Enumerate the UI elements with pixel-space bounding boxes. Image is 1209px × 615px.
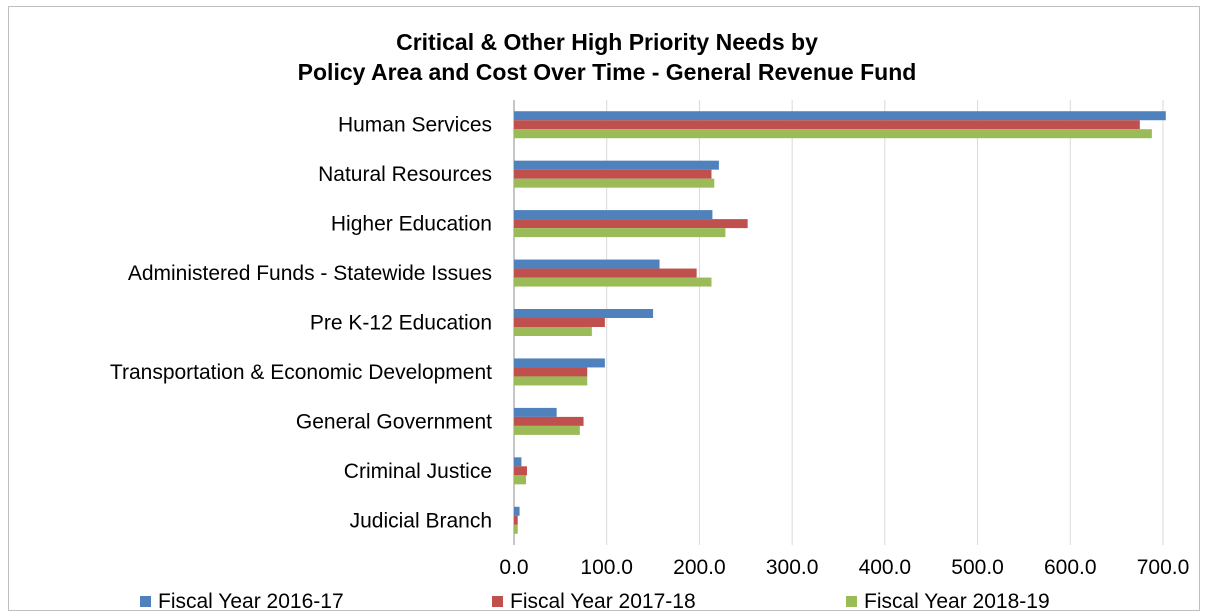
- category-label: Criminal Justice: [344, 460, 492, 483]
- bar-fiscal-year-2016-17-4: [514, 260, 660, 269]
- legend-label: Fiscal Year 2016-17: [158, 590, 344, 613]
- legend-swatch: [140, 596, 151, 607]
- bar-fiscal-year-2017-18-5: [514, 318, 605, 327]
- bar-fiscal-year-2016-17-1: [514, 111, 1166, 120]
- bar-fiscal-year-2018-19-5: [514, 327, 592, 336]
- bar-fiscal-year-2017-18-8: [514, 466, 527, 475]
- bar-fiscal-year-2018-19-4: [514, 278, 711, 287]
- bar-fiscal-year-2018-19-1: [514, 129, 1152, 138]
- chart-title-line-2: Policy Area and Cost Over Time - General…: [298, 59, 917, 85]
- bar-fiscal-year-2017-18-1: [514, 120, 1140, 129]
- x-tick-label: 600.0: [1044, 556, 1097, 579]
- x-tick-label: 0.0: [499, 556, 528, 579]
- chart-title-line-1: Critical & Other High Priority Needs by: [396, 29, 818, 55]
- bar-fiscal-year-2016-17-7: [514, 408, 557, 417]
- x-axis-tick-labels: 0.0 100.0 200.0 300.0 400.0 500.0 600.0 700.0: [499, 556, 1189, 579]
- bar-fiscal-year-2016-17-2: [514, 161, 719, 170]
- legend-label: Fiscal Year 2018-19: [864, 590, 1050, 613]
- bar-fiscal-year-2018-19-3: [514, 228, 725, 237]
- x-tick-label: 300.0: [766, 556, 819, 579]
- bar-fiscal-year-2017-18-7: [514, 417, 584, 426]
- bar-fiscal-year-2016-17-5: [514, 309, 653, 318]
- x-tick-label: 500.0: [951, 556, 1004, 579]
- category-label: Judicial Branch: [350, 509, 492, 532]
- legend-swatch: [492, 596, 503, 607]
- x-tick-label: 400.0: [859, 556, 912, 579]
- category-labels: Human Services Natural Resources Higher Ed…: [110, 114, 492, 533]
- bar-fiscal-year-2016-17-6: [514, 358, 605, 367]
- bar-fiscal-year-2018-19-7: [514, 426, 580, 435]
- category-label: Higher Education: [331, 213, 492, 236]
- x-tick-label: 200.0: [673, 556, 726, 579]
- bar-fiscal-year-2016-17-9: [514, 507, 520, 516]
- bar-fiscal-year-2017-18-4: [514, 269, 697, 278]
- category-label: Administered Funds - Statewide Issues: [128, 262, 492, 285]
- category-label: Pre K-12 Education: [310, 312, 492, 335]
- category-label: Human Services: [338, 114, 492, 137]
- legend-label: Fiscal Year 2017-18: [510, 590, 696, 613]
- bar-fiscal-year-2017-18-2: [514, 170, 711, 179]
- bar-fiscal-year-2018-19-9: [514, 525, 518, 534]
- bar-fiscal-year-2017-18-3: [514, 219, 748, 228]
- bar-fiscal-year-2016-17-8: [514, 457, 521, 466]
- bars: [514, 111, 1166, 534]
- category-label: General Government: [296, 410, 492, 433]
- bar-fiscal-year-2016-17-3: [514, 210, 712, 219]
- x-tick-label: 100.0: [580, 556, 633, 579]
- bar-fiscal-year-2018-19-8: [514, 475, 526, 484]
- bar-fiscal-year-2017-18-6: [514, 367, 587, 376]
- bar-fiscal-year-2017-18-9: [514, 516, 518, 525]
- legend-swatch: [846, 596, 857, 607]
- bar-fiscal-year-2018-19-6: [514, 376, 587, 385]
- category-label: Transportation & Economic Development: [110, 361, 492, 384]
- category-label: Natural Resources: [318, 163, 492, 186]
- bar-fiscal-year-2018-19-2: [514, 179, 714, 188]
- legend: Fiscal Year 2016-17 Fiscal Year 2017-18 Fi…: [140, 590, 1050, 613]
- x-tick-label: 700.0: [1137, 556, 1190, 579]
